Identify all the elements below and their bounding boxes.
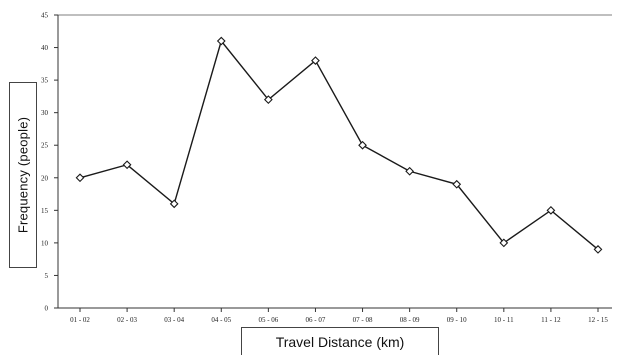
data-point: [593, 245, 603, 254]
data-point: [405, 166, 415, 176]
x-tick-label: 01 - 02: [70, 316, 90, 324]
data-point: [169, 199, 179, 209]
data-point: [546, 205, 556, 215]
x-tick-label: 08 - 09: [400, 316, 420, 324]
y-tick-label: 10: [41, 239, 49, 247]
plot-frame: [57, 14, 612, 309]
data-point: [358, 140, 367, 150]
x-tick-label: 03 - 04: [164, 316, 184, 324]
y-tick-label: 5: [45, 272, 49, 280]
x-tick-label: 04 - 05: [211, 316, 231, 324]
x-tick-label: 12 - 15: [588, 316, 608, 324]
y-axis-label-box: [9, 82, 37, 268]
x-tick-label: 02 - 03: [117, 316, 137, 324]
series-group: [75, 36, 603, 254]
y-tick-label: 0: [45, 305, 49, 313]
x-axis: 01 - 02 02 - 03 03 - 04 04 - 05 05 - 06 06 - …: [70, 308, 608, 324]
x-tick-label: 05 - 06: [258, 316, 278, 324]
y-tick-label: 35: [41, 77, 49, 85]
y-tick-label: 45: [41, 12, 49, 20]
y-tick-label: 25: [41, 142, 49, 150]
y-tick-label: 40: [41, 44, 49, 52]
x-tick-label: 06 - 07: [306, 316, 326, 324]
x-tick-label: 09 - 10: [447, 316, 467, 324]
data-point: [216, 36, 226, 46]
series-line: [79, 39, 599, 250]
x-axis-label-box: Travel Distance (km): [241, 327, 439, 355]
x-axis-label: Travel Distance (km): [275, 333, 405, 350]
x-tick-label: 07 - 08: [353, 316, 373, 324]
y-axis: 0 5 10 15 20 25 30 35 40 45: [41, 12, 58, 313]
y-tick-label: 15: [41, 207, 49, 215]
x-tick-label: 10 - 11: [494, 316, 514, 324]
data-point: [311, 56, 320, 65]
data-point: [452, 179, 462, 189]
y-axis-label: Frequency (people): [15, 116, 31, 234]
data-point: [499, 238, 509, 248]
data-point: [122, 160, 132, 170]
y-tick-label: 20: [41, 174, 49, 182]
y-tick-label: 30: [41, 109, 49, 117]
data-point: [263, 95, 273, 105]
x-tick-label: 11 - 12: [541, 316, 561, 324]
data-point: [75, 173, 85, 183]
